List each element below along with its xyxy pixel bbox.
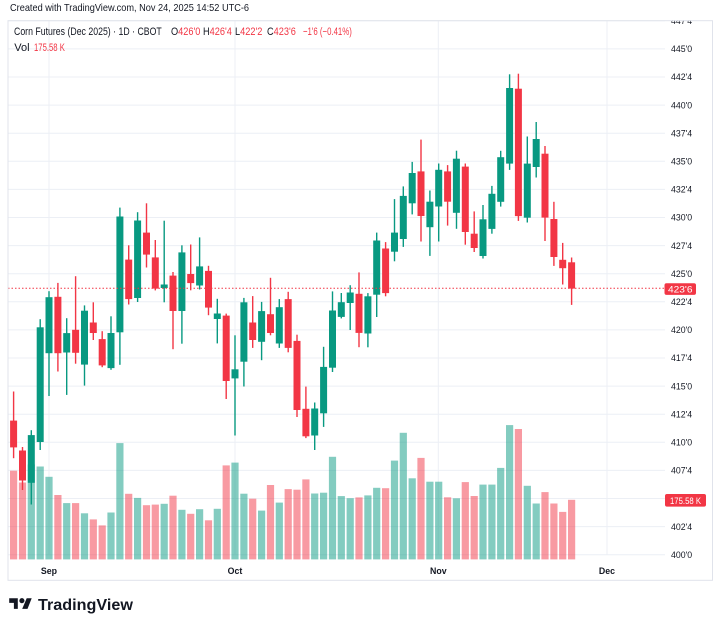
- svg-text:430'0: 430'0: [671, 213, 692, 223]
- svg-text:410'0: 410'0: [671, 438, 692, 448]
- svg-text:415'0: 415'0: [671, 381, 692, 391]
- svg-text:417'4: 417'4: [671, 353, 692, 363]
- svg-text:423'6: 423'6: [668, 284, 693, 294]
- svg-text:407'4: 407'4: [671, 466, 692, 476]
- svg-text:437'4: 437'4: [671, 128, 692, 138]
- svg-text:435'0: 435'0: [671, 157, 692, 167]
- svg-text:420'0: 420'0: [671, 325, 692, 335]
- svg-text:412'4: 412'4: [671, 409, 692, 419]
- svg-text:Oct: Oct: [228, 566, 243, 576]
- svg-text:445'0: 445'0: [671, 44, 692, 54]
- svg-text:442'4: 442'4: [671, 72, 692, 82]
- svg-text:402'4: 402'4: [671, 522, 692, 532]
- svg-text:Sep: Sep: [41, 566, 58, 576]
- svg-text:175.58 K: 175.58 K: [670, 496, 701, 506]
- svg-text:427'4: 427'4: [671, 241, 692, 251]
- svg-text:400'0: 400'0: [671, 550, 692, 560]
- svg-text:Nov: Nov: [430, 566, 447, 576]
- svg-text:440'0: 440'0: [671, 100, 692, 110]
- svg-text:422'4: 422'4: [671, 297, 692, 307]
- svg-text:432'4: 432'4: [671, 185, 692, 195]
- svg-text:Dec: Dec: [599, 566, 615, 576]
- svg-text:425'0: 425'0: [671, 269, 692, 279]
